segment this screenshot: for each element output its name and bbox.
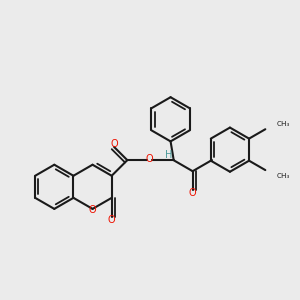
- Text: H: H: [165, 150, 172, 160]
- Text: O: O: [89, 206, 96, 215]
- Text: CH₃: CH₃: [277, 172, 290, 178]
- Text: O: O: [188, 188, 196, 198]
- Text: O: O: [146, 154, 153, 164]
- Text: CH₃: CH₃: [277, 121, 290, 127]
- Text: O: O: [108, 215, 116, 225]
- Text: O: O: [110, 139, 118, 149]
